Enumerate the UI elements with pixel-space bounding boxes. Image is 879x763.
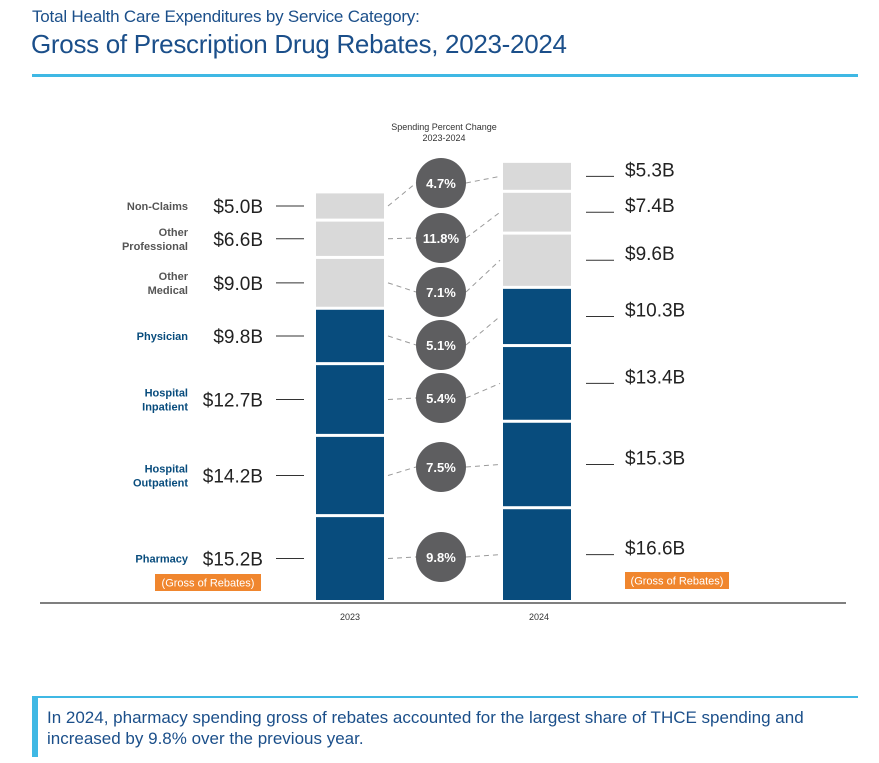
series-label: Physician: [137, 331, 189, 343]
bar-segment: [503, 347, 571, 420]
pct-change-label: 5.4%: [426, 391, 456, 406]
bar-segment: [316, 258, 384, 307]
gross-of-rebates-text: (Gross of Rebates): [631, 576, 724, 588]
x-tick-label: 2023: [340, 612, 360, 622]
pct-change-bubble: [416, 267, 466, 317]
callout-box: [32, 697, 858, 757]
bar-segment: [316, 193, 384, 219]
connector-line-2024: [465, 554, 501, 558]
series-label: Hospital: [145, 388, 188, 400]
pct-change-header-line: Spending Percent Change: [391, 122, 497, 132]
pct-change-header-line: 2023-2024: [422, 133, 465, 143]
pct-change-label: 7.1%: [426, 285, 456, 300]
series-label: Non-Claims: [127, 201, 188, 213]
series-label: Outpatient: [133, 478, 188, 490]
pct-change-bubble: [416, 213, 466, 263]
connector-line-2024: [465, 211, 501, 239]
value-label: $12.7B: [203, 391, 263, 412]
value-label: $6.6B: [213, 230, 263, 251]
bar-segment: [316, 436, 384, 515]
value-label: $14.2B: [203, 467, 263, 488]
chart-subtitle: Total Health Care Expenditures by Servic…: [32, 7, 420, 26]
pct-change-label: 4.7%: [426, 176, 456, 191]
connector-line-2024: [465, 316, 501, 346]
gross-of-rebates-badge: [155, 574, 261, 591]
series-label: Professional: [122, 241, 188, 253]
value-label: $15.2B: [203, 550, 263, 571]
series-label: Inpatient: [142, 402, 188, 414]
x-tick-label: 2024: [529, 612, 549, 622]
value-label: $13.4B: [625, 367, 685, 388]
gross-of-rebates-text: (Gross of Rebates): [162, 578, 255, 590]
pct-change-bubble: [416, 373, 466, 423]
value-label: $5.3B: [625, 160, 675, 181]
pct-change-bubble: [416, 442, 466, 492]
pct-change-bubble: [416, 532, 466, 582]
bar-segment: [316, 309, 384, 363]
pct-change-label: 11.8%: [423, 231, 460, 246]
connector-line-2023: [387, 182, 417, 207]
series-label: Pharmacy: [135, 554, 188, 566]
pct-change-bubble: [416, 158, 466, 208]
value-label: $10.3B: [625, 300, 685, 321]
gross-of-rebates-badge: [625, 572, 729, 589]
value-label: $9.6B: [625, 244, 675, 265]
value-label: $15.3B: [625, 448, 685, 469]
title-divider: [32, 74, 858, 77]
bar-segment: [503, 288, 571, 345]
pct-change-label: 5.1%: [426, 338, 456, 353]
pct-change-label: 9.8%: [426, 550, 456, 565]
connector-line-2024: [465, 175, 501, 184]
chart-title: Gross of Prescription Drug Rebates, 2023…: [31, 29, 567, 59]
connector-line-2023: [387, 466, 417, 476]
value-label: $9.8B: [213, 327, 263, 348]
value-label: $16.6B: [625, 539, 685, 560]
bar-segment: [503, 192, 571, 232]
series-label: Medical: [148, 285, 188, 297]
value-label: $9.0B: [213, 274, 263, 295]
connector-line-2023: [387, 282, 417, 293]
bar-segment: [316, 221, 384, 256]
bar-segment: [503, 422, 571, 507]
bar-segment: [316, 365, 384, 434]
callout-top-rule: [32, 696, 858, 698]
callout-text: In 2024, pharmacy spending gross of reba…: [47, 708, 804, 748]
series-label: Other: [159, 227, 189, 239]
pct-change-bubble: [416, 320, 466, 370]
connector-line-2023: [387, 397, 417, 401]
pct-change-label: 7.5%: [426, 460, 456, 475]
connector-line-2024: [465, 463, 501, 468]
connector-line-2023: [387, 335, 417, 346]
bar-segment: [503, 162, 571, 190]
value-label: $5.0B: [213, 197, 263, 218]
connector-line-2024: [465, 382, 501, 399]
connector-line-2024: [465, 259, 501, 293]
value-label: $7.4B: [625, 196, 675, 217]
series-label: Hospital: [145, 464, 188, 476]
bar-segment: [503, 234, 571, 286]
series-label: Other: [159, 271, 189, 283]
bar-segment: [316, 517, 384, 600]
connector-line-2023: [387, 556, 417, 560]
connector-line-2023: [387, 237, 417, 240]
bar-segment: [503, 509, 571, 600]
